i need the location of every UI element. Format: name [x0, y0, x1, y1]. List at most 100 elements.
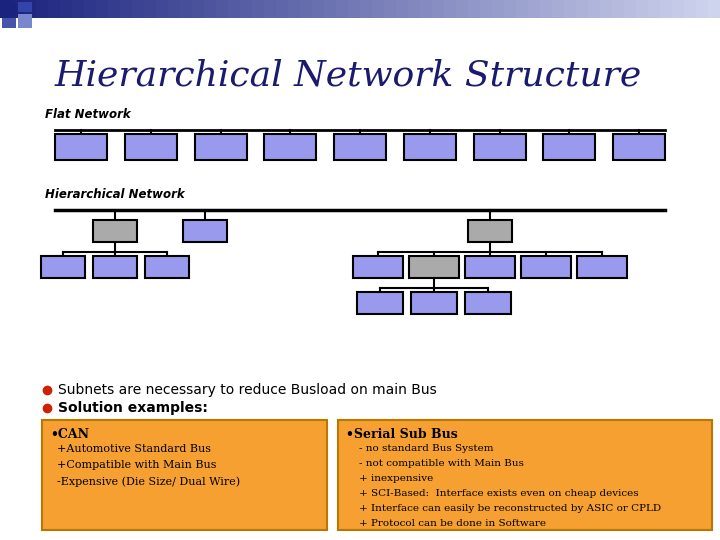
Bar: [409, 256, 459, 278]
Bar: [2, 18, 16, 28]
Bar: [312, 0, 325, 18]
Bar: [48, 0, 61, 18]
Bar: [324, 0, 337, 18]
Bar: [144, 0, 157, 18]
Bar: [276, 0, 289, 18]
Bar: [564, 0, 577, 18]
Text: Subnets are necessary to reduce Busload on main Bus: Subnets are necessary to reduce Busload …: [58, 383, 437, 397]
Text: + Interface can easily be reconstructed by ASIC or CPLD: + Interface can easily be reconstructed …: [346, 504, 661, 513]
Text: Hierarchical Network: Hierarchical Network: [45, 188, 185, 201]
Bar: [404, 134, 456, 160]
Bar: [228, 0, 241, 18]
Bar: [18, 2, 32, 12]
Bar: [120, 0, 133, 18]
Bar: [420, 0, 433, 18]
Bar: [411, 292, 457, 314]
Bar: [521, 256, 571, 278]
Bar: [0, 0, 13, 18]
Bar: [528, 0, 541, 18]
Bar: [577, 256, 627, 278]
Bar: [180, 0, 193, 18]
Bar: [18, 14, 32, 28]
Bar: [24, 0, 37, 18]
Bar: [372, 0, 385, 18]
Bar: [660, 0, 673, 18]
Bar: [612, 0, 625, 18]
Bar: [684, 0, 697, 18]
Bar: [576, 0, 589, 18]
Text: Flat Network: Flat Network: [45, 109, 131, 122]
Bar: [93, 220, 137, 242]
Bar: [465, 256, 515, 278]
Text: - not compatible with Main Bus: - not compatible with Main Bus: [346, 459, 524, 468]
Bar: [41, 256, 85, 278]
Bar: [468, 220, 512, 242]
Bar: [672, 0, 685, 18]
Bar: [444, 0, 457, 18]
Bar: [108, 0, 121, 18]
Bar: [42, 420, 327, 530]
Bar: [288, 0, 301, 18]
Text: •Serial Sub Bus: •Serial Sub Bus: [346, 428, 458, 441]
Bar: [624, 0, 637, 18]
Bar: [84, 0, 97, 18]
Text: - no standard Bus System: - no standard Bus System: [346, 444, 493, 453]
Bar: [348, 0, 361, 18]
Bar: [648, 0, 661, 18]
Text: •CAN: •CAN: [50, 428, 89, 441]
Bar: [334, 134, 386, 160]
Bar: [72, 0, 85, 18]
Bar: [492, 0, 505, 18]
Bar: [168, 0, 181, 18]
Bar: [264, 134, 316, 160]
Bar: [468, 0, 481, 18]
Bar: [432, 0, 445, 18]
Bar: [60, 0, 73, 18]
Text: -Expensive (Die Size/ Dual Wire): -Expensive (Die Size/ Dual Wire): [50, 476, 240, 487]
Bar: [544, 134, 595, 160]
Text: Hierarchical Network Structure: Hierarchical Network Structure: [55, 58, 642, 92]
Bar: [125, 134, 176, 160]
Text: +Automotive Standard Bus: +Automotive Standard Bus: [50, 444, 211, 454]
Bar: [300, 0, 313, 18]
Text: + Protocol can be done in Software: + Protocol can be done in Software: [346, 519, 546, 528]
Bar: [504, 0, 517, 18]
Bar: [516, 0, 529, 18]
Bar: [338, 420, 712, 530]
Bar: [192, 0, 205, 18]
Bar: [264, 0, 277, 18]
Bar: [552, 0, 565, 18]
Bar: [12, 0, 25, 18]
Bar: [465, 292, 511, 314]
Bar: [600, 0, 613, 18]
Bar: [360, 0, 373, 18]
Bar: [474, 134, 526, 160]
Bar: [384, 0, 397, 18]
Bar: [408, 0, 421, 18]
Bar: [540, 0, 553, 18]
Bar: [156, 0, 169, 18]
Bar: [636, 0, 649, 18]
Text: Solution examples:: Solution examples:: [58, 401, 208, 415]
Bar: [55, 134, 107, 160]
Bar: [93, 256, 137, 278]
Text: +Compatible with Main Bus: +Compatible with Main Bus: [50, 460, 217, 470]
Bar: [708, 0, 720, 18]
Bar: [336, 0, 349, 18]
Bar: [145, 256, 189, 278]
Bar: [357, 292, 403, 314]
Bar: [240, 0, 253, 18]
Bar: [132, 0, 145, 18]
Bar: [396, 0, 409, 18]
Bar: [194, 134, 246, 160]
Text: + SCI-Based:  Interface exists even on cheap devices: + SCI-Based: Interface exists even on ch…: [346, 489, 639, 498]
Bar: [456, 0, 469, 18]
Bar: [183, 220, 227, 242]
Bar: [480, 0, 493, 18]
Bar: [204, 0, 217, 18]
Bar: [588, 0, 601, 18]
Bar: [216, 0, 229, 18]
Bar: [2, 2, 16, 16]
Bar: [36, 0, 49, 18]
Bar: [252, 0, 265, 18]
